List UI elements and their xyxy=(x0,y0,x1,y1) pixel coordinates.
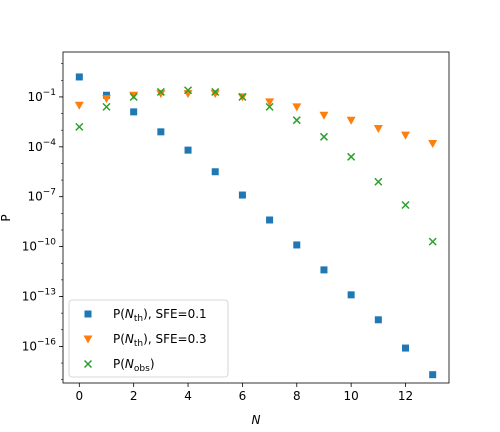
data-point xyxy=(211,168,219,176)
data-point xyxy=(75,122,84,131)
series-1 xyxy=(74,90,438,148)
legend-suffix: ), SFE=0.1 xyxy=(143,307,207,321)
x-tick-label: 12 xyxy=(398,389,413,403)
data-point xyxy=(238,191,246,199)
data-point xyxy=(401,200,410,210)
y-tick-exponent: −4 xyxy=(43,138,57,148)
x-tick-label: 2 xyxy=(130,389,138,403)
legend-variable: N xyxy=(125,307,134,321)
legend-marker xyxy=(83,335,93,344)
data-markers xyxy=(74,73,438,379)
data-point xyxy=(75,73,83,81)
legend-box xyxy=(68,299,229,378)
x-axis-ticks: 0 2 4 6 8 10 12 xyxy=(75,383,413,403)
x-tick-label: 6 xyxy=(239,389,247,403)
y-tick-exponent: −1 xyxy=(43,88,56,98)
data-point xyxy=(373,125,383,134)
legend-subscript: th xyxy=(134,339,143,349)
data-point xyxy=(401,131,411,140)
data-point xyxy=(238,92,247,101)
data-point xyxy=(347,152,356,161)
legend-marker xyxy=(83,359,93,369)
x-tick-label: 0 xyxy=(75,389,83,403)
y-tick-base: 10 xyxy=(27,140,42,154)
legend-label: P(Nth), SFE=0.3 xyxy=(113,332,207,349)
legend-marker xyxy=(84,310,92,318)
y-tick-label: 10−1 xyxy=(27,88,56,104)
legend-prefix: P( xyxy=(113,332,125,346)
data-point xyxy=(319,111,329,120)
legend-suffix: ) xyxy=(150,357,155,371)
data-point xyxy=(211,87,220,96)
x-tick-label: 4 xyxy=(184,389,192,403)
x-axis-label: N xyxy=(252,413,261,427)
x-tick-label: 10 xyxy=(344,389,359,403)
data-point xyxy=(156,90,166,99)
data-point xyxy=(374,177,383,186)
data-point xyxy=(320,266,328,274)
legend-prefix: P( xyxy=(113,357,125,371)
y-tick-label: 10−10 xyxy=(22,238,57,254)
legend-label: P(Nobs) xyxy=(113,357,155,374)
y-tick-exponent: −10 xyxy=(37,238,56,248)
legend-suffix: ), SFE=0.3 xyxy=(143,332,207,346)
legend-prefix: P( xyxy=(113,307,125,321)
data-point xyxy=(157,128,165,136)
y-tick-exponent: −13 xyxy=(37,288,56,298)
series-2 xyxy=(75,86,437,246)
data-point xyxy=(293,241,301,249)
x-tick-label: 8 xyxy=(293,389,301,403)
data-point xyxy=(184,146,192,154)
y-tick-base: 10 xyxy=(22,339,37,353)
y-tick-label: 10−13 xyxy=(22,288,56,304)
y-tick-label: 10−16 xyxy=(22,337,57,353)
legend: P(Nth), SFE=0.1P(Nth), SFE=0.3P(Nobs) xyxy=(68,299,229,378)
legend-variable: N xyxy=(125,332,134,346)
data-point xyxy=(265,98,275,107)
data-point xyxy=(74,101,84,110)
data-point xyxy=(374,316,382,324)
y-tick-exponent: −7 xyxy=(43,188,56,198)
legend-label: P(Nth), SFE=0.1 xyxy=(113,307,207,324)
data-point xyxy=(428,139,438,148)
data-point xyxy=(101,95,111,104)
data-point xyxy=(428,237,437,246)
data-point xyxy=(292,116,301,125)
legend-subscript: th xyxy=(134,314,143,324)
data-point xyxy=(210,90,220,99)
data-point xyxy=(130,108,138,116)
y-tick-label: 10−7 xyxy=(27,188,56,204)
data-point xyxy=(346,116,356,125)
data-point xyxy=(266,216,274,224)
data-point xyxy=(265,102,274,111)
legend-subscript: obs xyxy=(134,364,150,374)
data-point xyxy=(319,132,328,141)
data-point xyxy=(292,103,302,112)
legend-variable: N xyxy=(125,357,134,371)
data-point xyxy=(102,102,111,111)
y-tick-exponent: −16 xyxy=(37,337,56,347)
data-point xyxy=(429,371,437,379)
y-tick-base: 10 xyxy=(22,290,37,304)
data-point xyxy=(156,87,165,96)
y-tick-base: 10 xyxy=(27,190,42,204)
y-tick-base: 10 xyxy=(22,240,37,254)
data-point xyxy=(184,86,193,95)
y-tick-label: 10−4 xyxy=(27,138,56,154)
data-point xyxy=(129,92,138,101)
plot-frame xyxy=(62,51,450,384)
y-axis-label: P xyxy=(0,214,13,221)
data-point xyxy=(402,344,410,352)
y-tick-base: 10 xyxy=(27,90,42,104)
data-point xyxy=(347,291,355,299)
